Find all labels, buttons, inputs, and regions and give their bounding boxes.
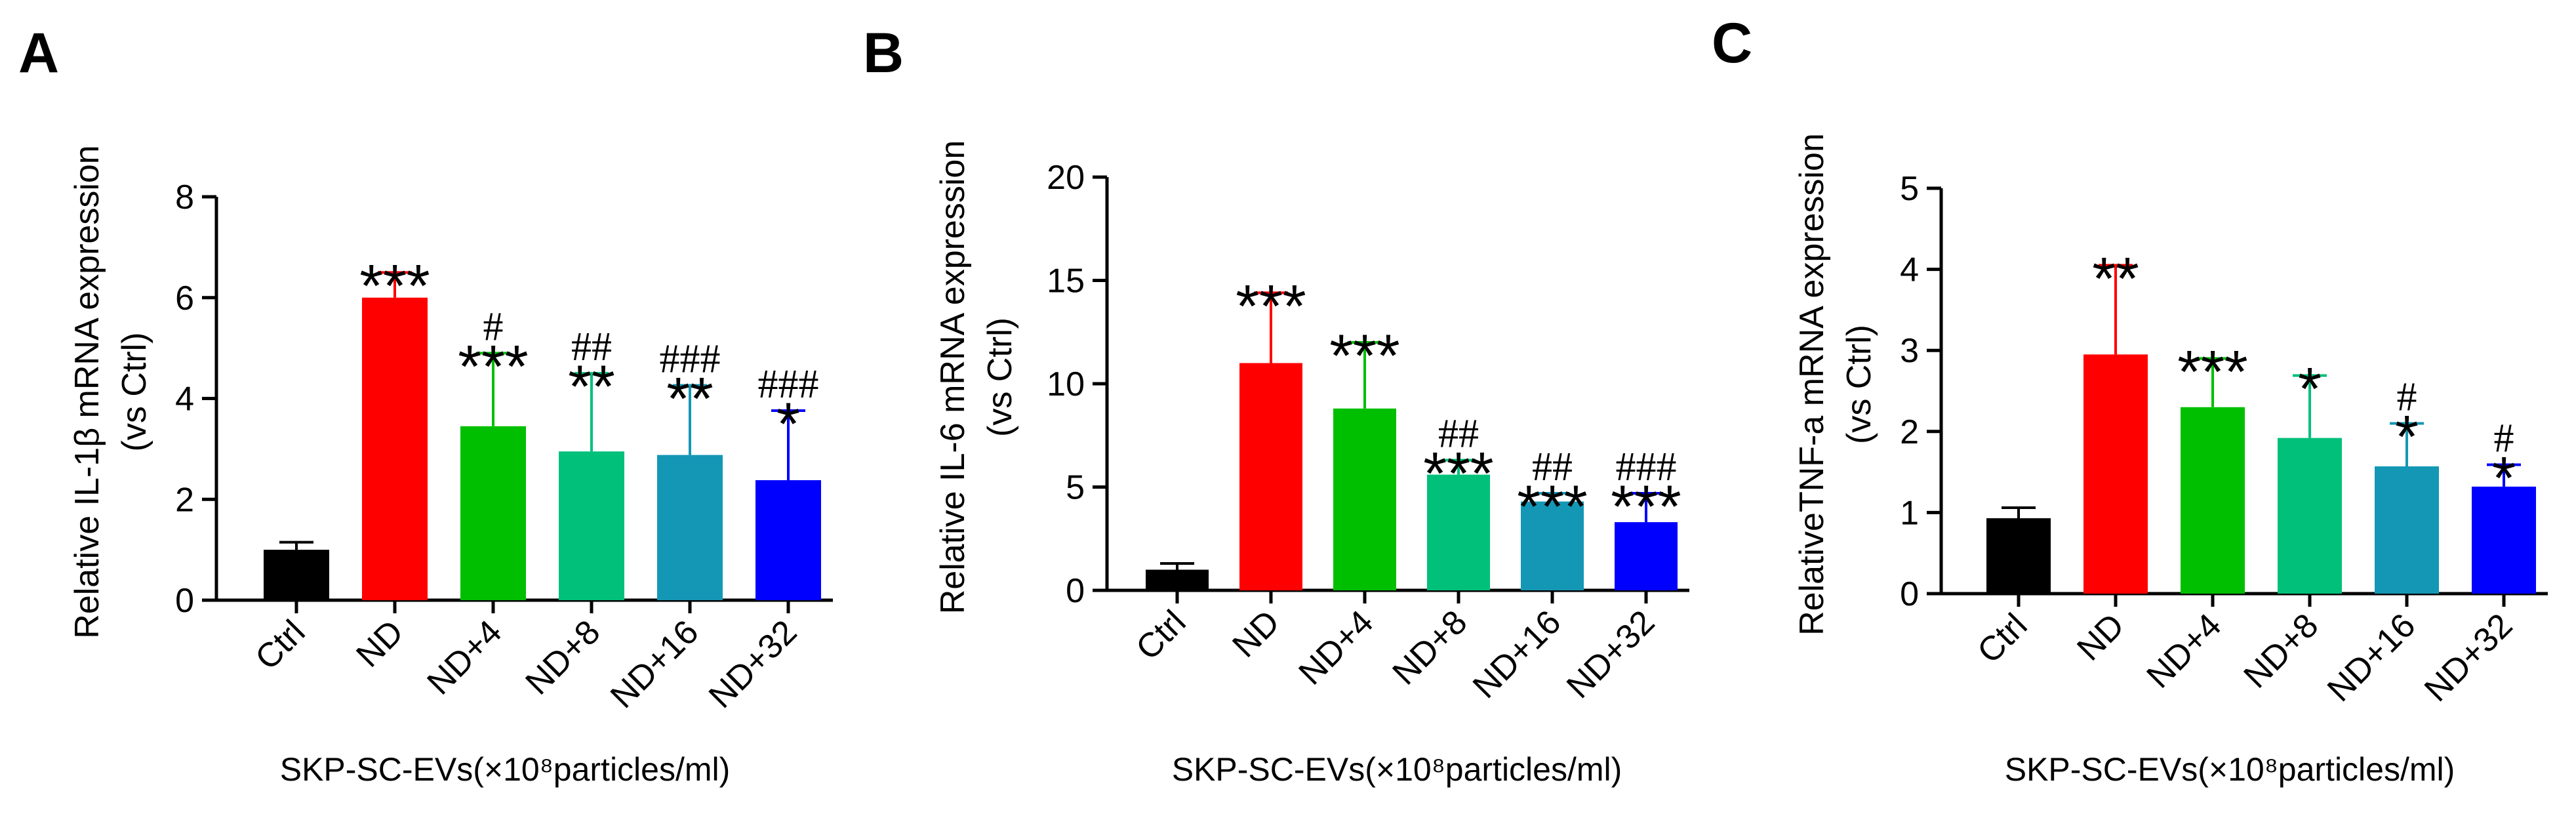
panel-a: A02468Ctrl***ND***#ND+4**##ND+8**###ND+1… xyxy=(18,22,833,788)
significance-stars: *** xyxy=(458,333,528,400)
significance-stars: * xyxy=(2492,445,2516,512)
category-label: ND+32 xyxy=(702,613,804,715)
bar xyxy=(1427,474,1490,590)
significance-stars: * xyxy=(776,391,800,458)
y-tick-label: 0 xyxy=(1900,575,1919,613)
category-label: ND+32 xyxy=(1560,603,1662,705)
significance-stars: *** xyxy=(1517,474,1587,541)
y-axis-label: RelativeTNF-a mRNA expression xyxy=(1793,133,1831,636)
category-label: Ctrl xyxy=(248,613,312,677)
x-axis-label: SKP-SC-EVs(×10⁸particles/ml) xyxy=(280,751,731,788)
significance-stars: * xyxy=(2395,403,2419,470)
significance-hashes: ### xyxy=(758,362,819,407)
category-label: ND xyxy=(2070,606,2131,668)
significance-hashes: ## xyxy=(1438,412,1479,457)
x-axis-label: SKP-SC-EVs(×10⁸particles/ml) xyxy=(2005,751,2455,788)
y-tick-label: 5 xyxy=(1066,469,1085,507)
y-tick-label: 2 xyxy=(175,481,194,519)
bar xyxy=(1146,569,1209,590)
bar xyxy=(1239,363,1302,590)
y-tick-label: 1 xyxy=(1900,494,1919,532)
bar xyxy=(264,550,329,600)
y-tick-label: 0 xyxy=(175,582,194,620)
significance-hashes: ### xyxy=(1616,445,1677,489)
significance-stars: ** xyxy=(2092,245,2139,312)
bar xyxy=(559,451,624,600)
significance-stars: *** xyxy=(359,253,430,319)
significance-stars: *** xyxy=(1329,323,1399,390)
significance-hashes: ## xyxy=(571,325,612,369)
category-label: Ctrl xyxy=(1970,606,2034,670)
y-tick-label: 6 xyxy=(175,279,194,317)
category-label: Ctrl xyxy=(1129,603,1193,667)
bar xyxy=(2375,466,2439,594)
y-axis-label: Relative IL-1β mRNA expression xyxy=(68,145,106,638)
bar xyxy=(2278,438,2342,594)
y-axis-label-secondary: (vs Ctrl) xyxy=(1840,325,1878,444)
y-tick-label: 4 xyxy=(1900,251,1919,289)
y-tick-label: 5 xyxy=(1900,170,1919,208)
category-label: ND+16 xyxy=(603,613,706,715)
panel-letter: C xyxy=(1712,12,1752,75)
bar xyxy=(1521,501,1584,590)
category-label: ND xyxy=(349,613,411,674)
significance-hashes: # xyxy=(483,304,504,349)
y-axis-label-secondary: (vs Ctrl) xyxy=(981,317,1019,437)
panel-b: B05101520Ctrl***ND***ND+4***##ND+8***##N… xyxy=(863,22,1689,788)
bar xyxy=(1333,408,1396,590)
category-label: ND+8 xyxy=(1385,603,1474,692)
category-label: ND+16 xyxy=(1466,603,1568,705)
significance-stars: ** xyxy=(666,366,714,433)
significance-stars: * xyxy=(2298,356,2322,423)
y-tick-label: 10 xyxy=(1047,365,1085,403)
bar xyxy=(2181,407,2245,594)
bar xyxy=(657,455,723,600)
bar xyxy=(2472,486,2536,594)
significance-hashes: ## xyxy=(1532,445,1573,489)
bar xyxy=(1615,522,1678,590)
significance-stars: ** xyxy=(568,354,615,420)
y-tick-label: 20 xyxy=(1047,159,1085,197)
bar xyxy=(755,480,821,600)
bar xyxy=(362,297,428,600)
category-label: ND+16 xyxy=(2320,606,2423,708)
y-tick-label: 3 xyxy=(1900,332,1919,370)
y-tick-label: 2 xyxy=(1900,413,1919,451)
y-tick-label: 0 xyxy=(1066,572,1085,610)
significance-stars: *** xyxy=(1423,441,1493,508)
category-label: ND+8 xyxy=(2236,606,2325,695)
bar xyxy=(1986,518,2051,594)
significance-stars: *** xyxy=(1236,273,1306,340)
panel-letter: A xyxy=(18,22,59,85)
y-tick-label: 4 xyxy=(175,380,194,418)
y-tick-label: 15 xyxy=(1047,262,1085,300)
category-label: ND xyxy=(1225,603,1287,664)
y-tick-label: 8 xyxy=(175,178,194,216)
category-label: ND+4 xyxy=(2139,606,2228,695)
significance-hashes: ### xyxy=(660,337,721,382)
significance-stars: *** xyxy=(1611,474,1681,541)
category-label: ND+8 xyxy=(518,613,607,702)
panel-c: C012345Ctrl**ND***ND+4*ND+8*#ND+16*#ND+3… xyxy=(1712,12,2548,788)
x-axis-label: SKP-SC-EVs(×10⁸particles/ml) xyxy=(1172,751,1622,788)
bar xyxy=(2083,354,2148,594)
significance-hashes: # xyxy=(2397,375,2417,419)
significance-stars: *** xyxy=(2177,339,2247,406)
y-axis-label-secondary: (vs Ctrl) xyxy=(115,333,153,452)
y-axis-label: Relative IL-6 mRNA expression xyxy=(934,140,972,615)
category-label: ND+32 xyxy=(2417,606,2520,708)
category-label: ND+4 xyxy=(1291,603,1380,692)
bar xyxy=(460,426,526,600)
panel-letter: B xyxy=(863,22,904,85)
significance-hashes: # xyxy=(2494,416,2514,460)
category-label: ND+4 xyxy=(420,613,509,702)
